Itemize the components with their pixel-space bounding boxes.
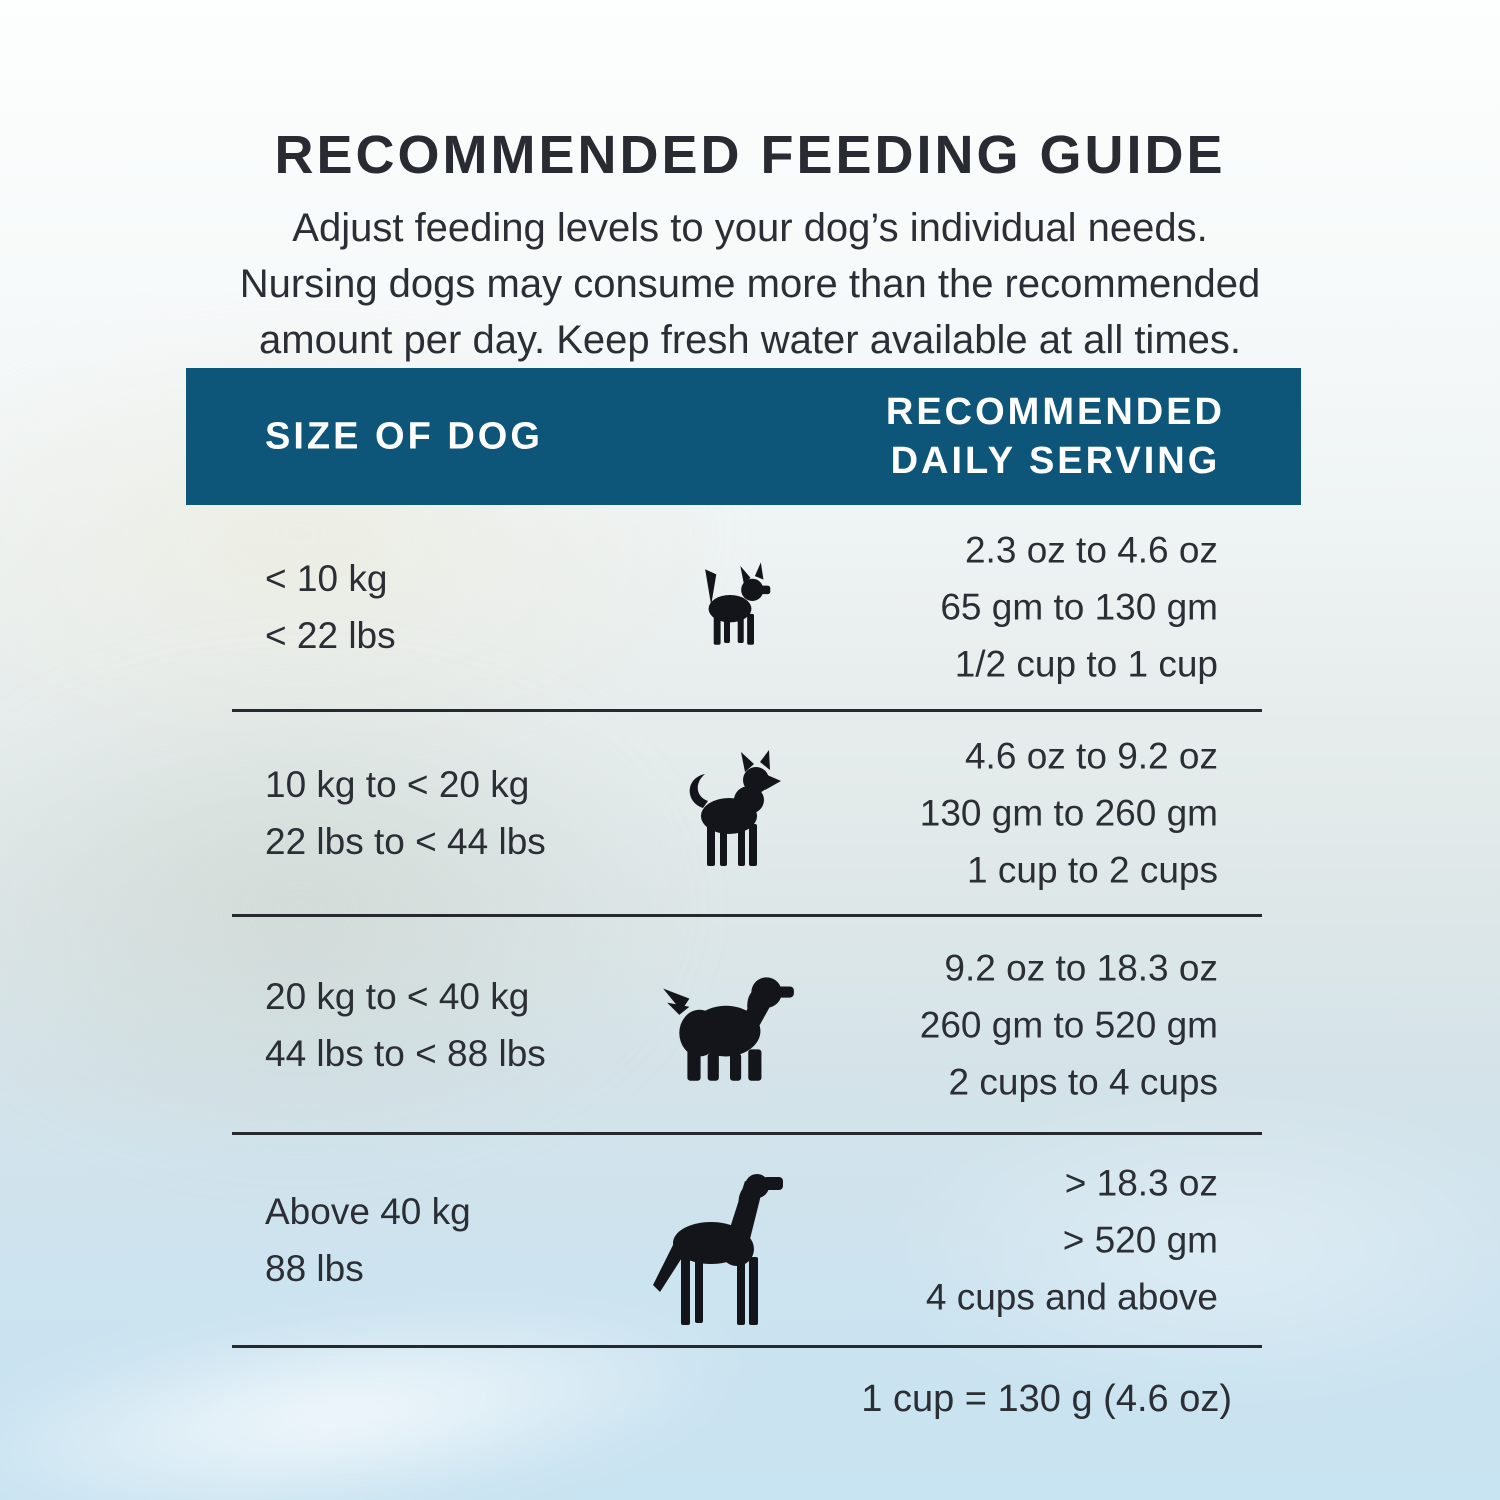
- intro-line-3: amount per day. Keep fresh water availab…: [259, 318, 1241, 362]
- size-kg: 10 kg to < 20 kg: [265, 764, 530, 805]
- daily-serving-values: 9.2 oz to 18.3 oz 260 gm to 520 gm 2 cup…: [920, 939, 1218, 1110]
- serving-oz: 4.6 oz to 9.2 oz: [964, 735, 1218, 777]
- cup-conversion-note: 1 cup = 130 g (4.6 oz): [861, 1378, 1232, 1420]
- size-kg: Above 40 kg: [265, 1191, 471, 1232]
- table-row: 20 kg to < 40 kg 44 lbs to < 88 lbs: [232, 917, 1262, 1135]
- serving-oz: 2.3 oz to 4.6 oz: [964, 529, 1218, 571]
- daily-serving-values: 2.3 oz to 4.6 oz 65 gm to 130 gm 1/2 cup…: [940, 522, 1218, 693]
- serving-gm: > 520 gm: [1062, 1219, 1218, 1261]
- daily-serving-header: RECOMMENDED DAILY SERVING: [886, 388, 1225, 486]
- large-dog-icon: [659, 964, 801, 1086]
- intro-text: Adjust feeding levels to your dog’s indi…: [0, 200, 1500, 368]
- dog-size-label: 10 kg to < 20 kg 22 lbs to < 44 lbs: [265, 756, 546, 870]
- serving-oz: > 18.3 oz: [1064, 1162, 1218, 1204]
- size-lbs: 88 lbs: [265, 1248, 364, 1289]
- serving-cups: 1/2 cup to 1 cup: [954, 643, 1218, 685]
- dog-size-label: 20 kg to < 40 kg 44 lbs to < 88 lbs: [265, 968, 546, 1082]
- table-row: < 10 kg < 22 lbs 2.3 oz to 4: [232, 505, 1262, 712]
- daily-serving-header-line-1: RECOMMENDED: [885, 390, 1225, 433]
- size-kg: < 10 kg: [265, 558, 388, 599]
- serving-gm: 65 gm to 130 gm: [940, 586, 1218, 628]
- intro-line-1: Adjust feeding levels to your dog’s indi…: [292, 206, 1208, 250]
- table-header-band: SIZE OF DOG RECOMMENDED DAILY SERVING: [186, 368, 1301, 505]
- dog-size-label: < 10 kg < 22 lbs: [265, 550, 396, 664]
- daily-serving-values: > 18.3 oz > 520 gm 4 cups and above: [926, 1155, 1218, 1326]
- feeding-table-body: < 10 kg < 22 lbs 2.3 oz to 4: [232, 505, 1262, 1348]
- xlarge-dog-icon: [644, 1167, 816, 1329]
- size-lbs: 44 lbs to < 88 lbs: [265, 1032, 546, 1074]
- medium-dog-icon: [674, 750, 786, 876]
- intro-line-2: Nursing dogs may consume more than the r…: [239, 262, 1261, 306]
- daily-serving-header-line-2: DAILY SERVING: [890, 439, 1221, 482]
- serving-gm: 260 gm to 520 gm: [919, 1004, 1218, 1045]
- size-of-dog-header: SIZE OF DOG: [265, 415, 543, 457]
- serving-gm: 130 gm to 260 gm: [919, 792, 1218, 834]
- serving-cups: 2 cups to 4 cups: [948, 1061, 1218, 1102]
- serving-oz: 9.2 oz to 18.3 oz: [944, 947, 1218, 988]
- table-row: 10 kg to < 20 kg 22 lbs to < 44 lbs: [232, 712, 1262, 917]
- table-row: Above 40 kg 88 lbs: [232, 1135, 1262, 1348]
- daily-serving-values: 4.6 oz to 9.2 oz 130 gm to 260 gm 1 cup …: [920, 728, 1218, 899]
- size-lbs: 22 lbs to < 44 lbs: [265, 821, 546, 862]
- serving-cups: 1 cup to 2 cups: [967, 849, 1218, 891]
- size-lbs: < 22 lbs: [265, 615, 396, 656]
- page-title: RECOMMENDED FEEDING GUIDE: [274, 125, 1226, 186]
- small-dog-icon: [687, 559, 773, 655]
- dog-size-label: Above 40 kg 88 lbs: [265, 1183, 471, 1297]
- serving-cups: 4 cups and above: [925, 1276, 1218, 1318]
- size-kg: 20 kg to < 40 kg: [265, 975, 530, 1017]
